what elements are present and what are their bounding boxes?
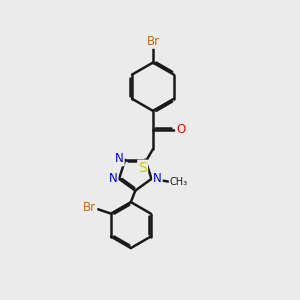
Text: S: S [138, 161, 147, 175]
Text: CH₃: CH₃ [169, 177, 188, 187]
Text: O: O [176, 124, 185, 136]
Text: N: N [109, 172, 118, 185]
Text: Br: Br [146, 35, 160, 48]
Text: Br: Br [83, 201, 96, 214]
Text: N: N [115, 152, 124, 165]
Text: N: N [153, 172, 162, 185]
